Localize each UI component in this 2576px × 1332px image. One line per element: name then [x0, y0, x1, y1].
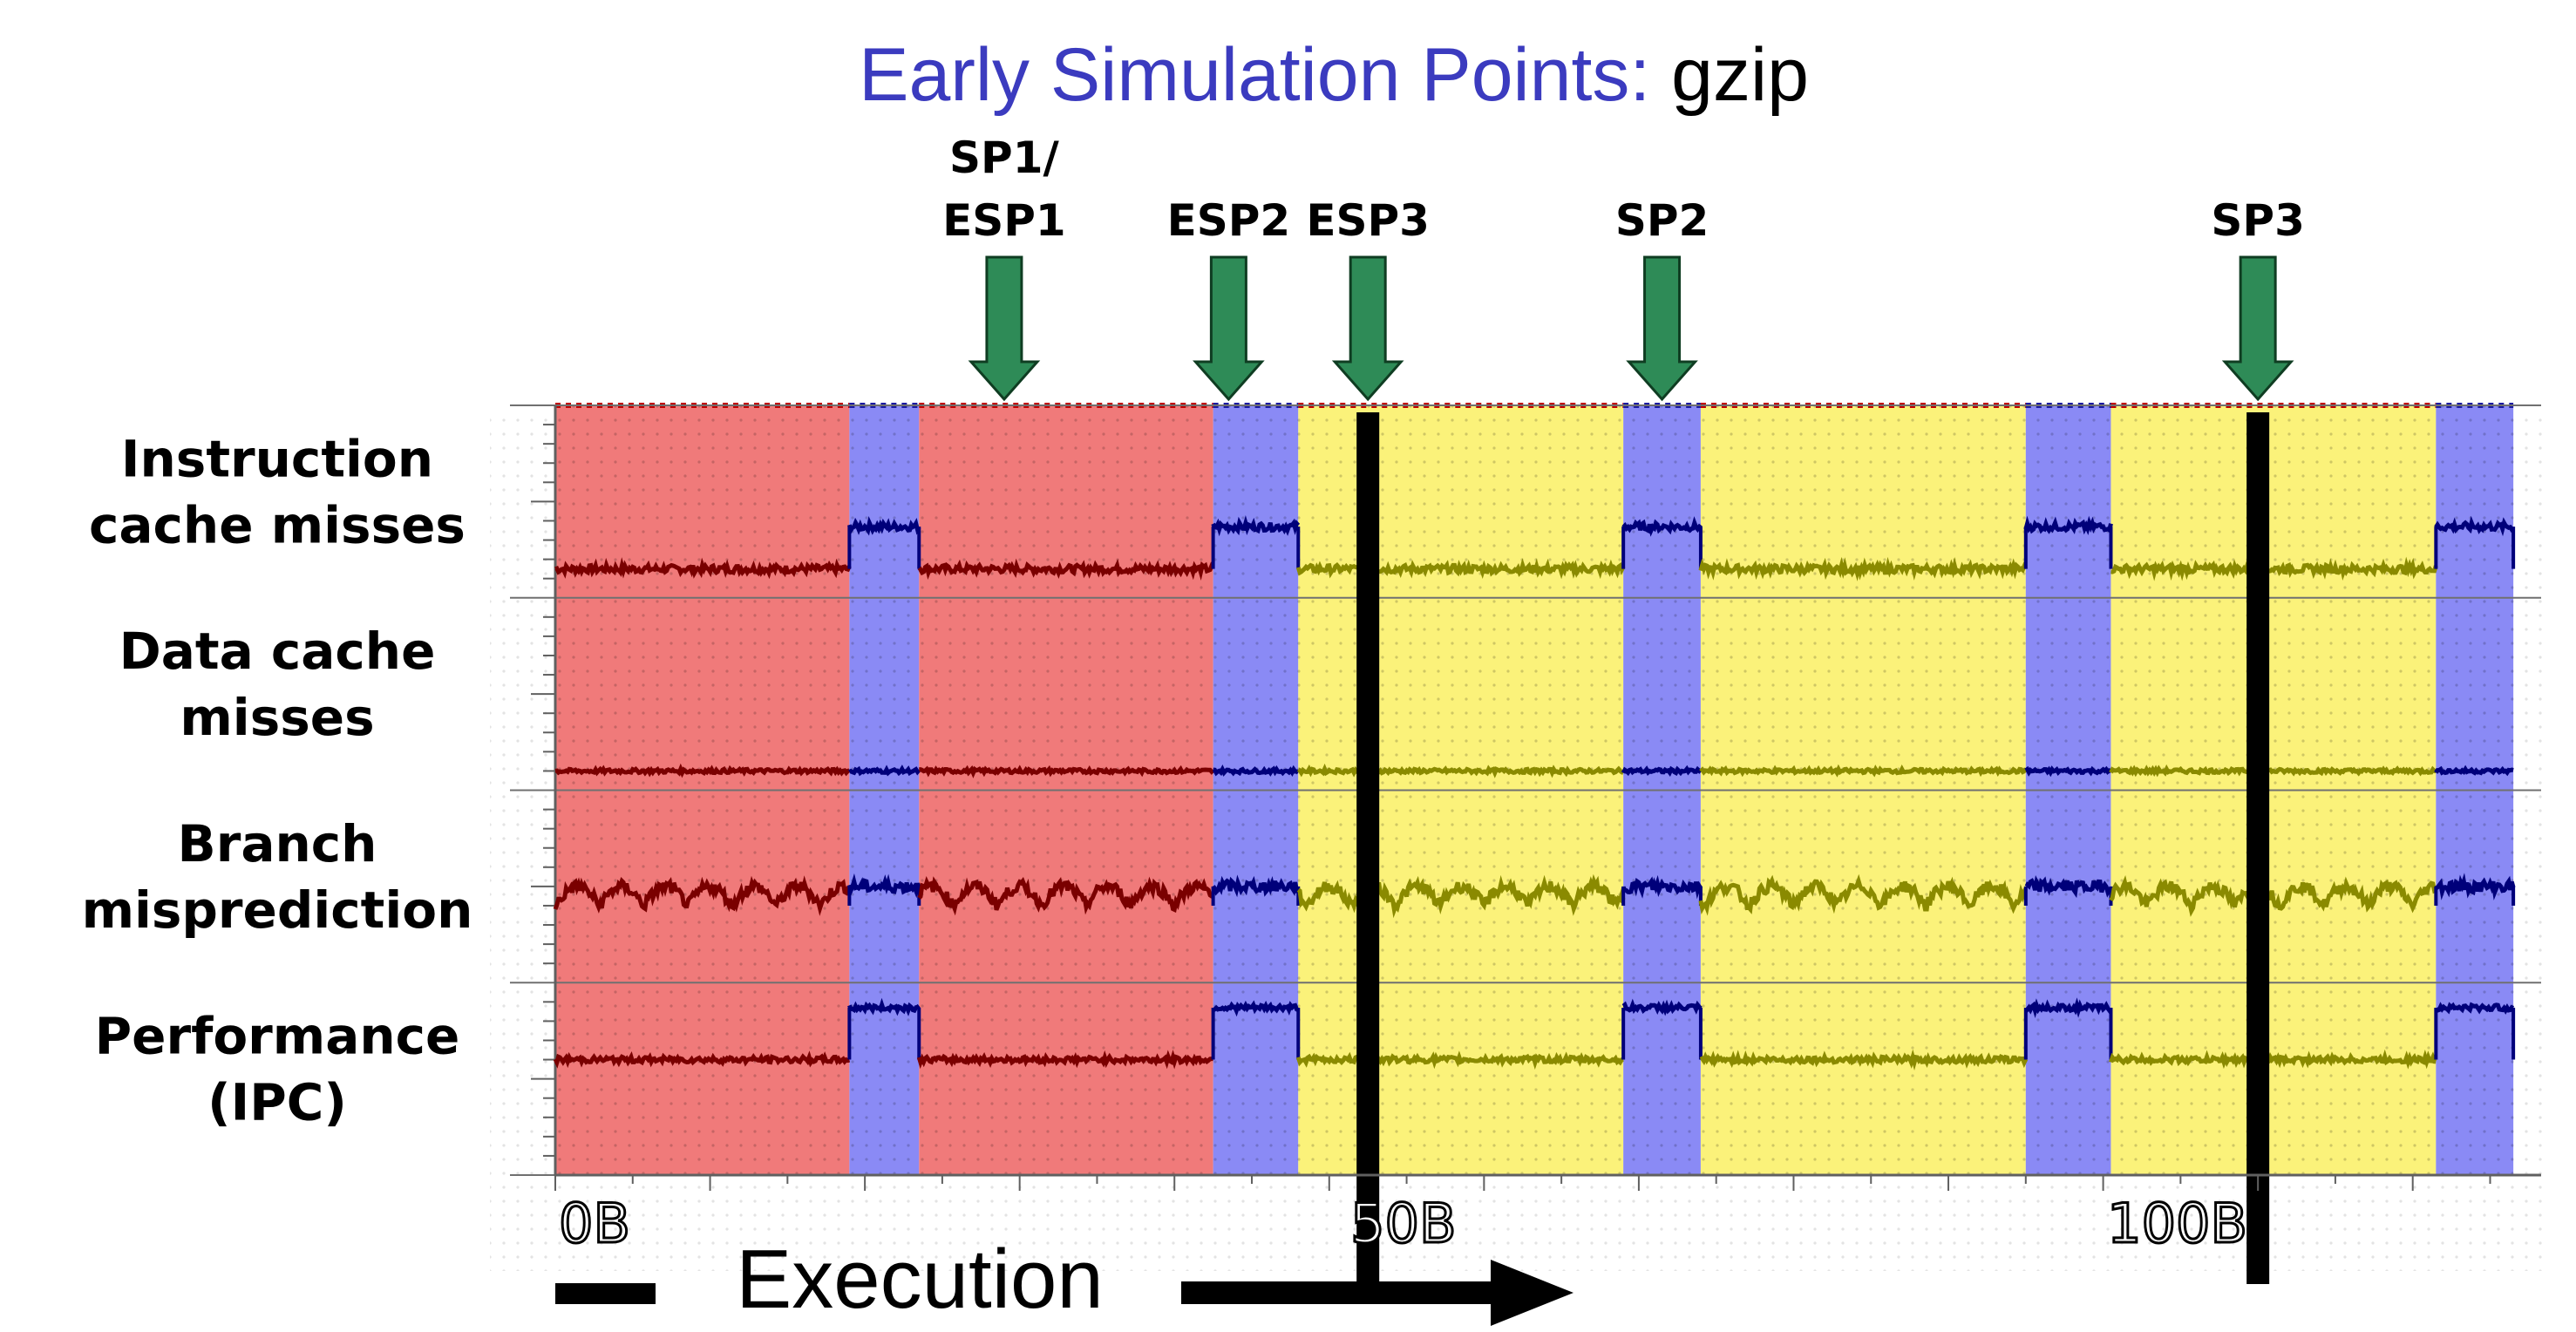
chart-title-main: Early Simulation Points:	[859, 33, 1671, 117]
marker-arrow	[968, 255, 1041, 402]
x-axis: 0B 50B 100B	[554, 1173, 2541, 1257]
execution-arrow-icon	[1181, 1260, 1573, 1326]
trace-segment	[2024, 997, 2113, 1018]
execution-dash	[555, 1283, 656, 1304]
trace-segment	[2024, 765, 2112, 778]
marker-label: SP1/	[949, 133, 1059, 183]
trace-segment	[1212, 1000, 1300, 1017]
trace-segment	[2434, 1002, 2515, 1015]
trace-segment	[2109, 874, 2437, 917]
trace-segment	[1698, 556, 2028, 581]
marker-label: SP2	[1615, 195, 1709, 246]
trace-segment	[553, 1050, 851, 1069]
row-label: (IPC)	[207, 1073, 347, 1132]
x-tick-label: 50B	[1350, 1192, 1456, 1255]
metric-traces	[553, 514, 2516, 1071]
trace-segment	[1621, 765, 1703, 778]
trace-segment	[917, 558, 1215, 581]
marker-label: ESP3	[1306, 195, 1430, 246]
row-label: Instruction	[121, 429, 433, 488]
marker-line-sp3	[2246, 412, 2270, 1284]
trace-segment	[1211, 514, 1301, 537]
trace-segment	[2434, 515, 2515, 537]
trace-segment	[1295, 558, 1626, 580]
trace-segment	[1211, 874, 1299, 898]
trace-segment	[1295, 1050, 1624, 1070]
trace-segment	[2110, 556, 2438, 581]
x-axis-label: Execution	[736, 1233, 1104, 1326]
trace-segment	[848, 765, 921, 777]
marker-arrow	[1331, 255, 1404, 402]
trace-segment	[2109, 1049, 2437, 1070]
trace-segment	[2109, 764, 2437, 778]
trace-segment	[553, 875, 850, 916]
trace-segment	[2023, 515, 2113, 535]
trace-segment	[1621, 874, 1703, 900]
marker-arrow	[2221, 255, 2294, 402]
trace-segment	[1297, 763, 1625, 778]
trace-segment	[919, 765, 1215, 778]
trace-segment	[2434, 765, 2514, 777]
marker-arrow	[1626, 255, 1698, 402]
trace-segment	[554, 557, 852, 580]
marker-label: SP3	[2211, 195, 2304, 246]
marker-arrows: SP1/ESP1 ESP2 ESP3 SP2 SP3	[942, 133, 2305, 402]
trace-segment	[1213, 765, 1300, 777]
row-label: Performance	[95, 1007, 460, 1066]
marker-line-esp3	[1356, 412, 1380, 1284]
trace-segment	[1699, 1049, 2029, 1071]
row-label: misses	[180, 688, 374, 747]
trace-segment	[1698, 873, 2029, 916]
marker-label: ESP1	[942, 195, 1066, 246]
row-label: Branch	[178, 814, 377, 873]
marker-label: ESP2	[1167, 195, 1291, 246]
trace-segment	[846, 516, 921, 536]
execution-arrow-label: Execution	[555, 1233, 1573, 1326]
trace-segment	[1621, 998, 1703, 1016]
trace-segment	[2434, 873, 2516, 900]
trace-segment	[916, 1050, 1213, 1070]
trace-segment	[917, 875, 1214, 916]
trace-segment	[1296, 873, 1626, 919]
trace-segment	[554, 763, 851, 778]
trace-segment	[846, 873, 921, 899]
trace-segment	[2024, 875, 2111, 899]
y-tick-marks	[531, 424, 555, 1157]
trace-segment	[1699, 764, 2028, 778]
chart-title: Early Simulation Points: gzip	[859, 33, 1809, 117]
trace-segment	[1621, 516, 1703, 537]
row-label: Data cache	[119, 622, 436, 681]
trace-segment	[847, 997, 921, 1016]
row-labels: Instruction cache misses Data cache misses B…	[82, 429, 473, 1132]
marker-lines	[1356, 412, 2270, 1284]
marker-arrow	[1193, 255, 1265, 402]
chart-title-benchmark: gzip	[1671, 33, 1809, 117]
x-tick-label: 0B	[559, 1192, 630, 1255]
row-label: cache misses	[89, 495, 466, 554]
row-label: misprediction	[82, 880, 473, 940]
x-tick-label: 100B	[2107, 1192, 2247, 1255]
